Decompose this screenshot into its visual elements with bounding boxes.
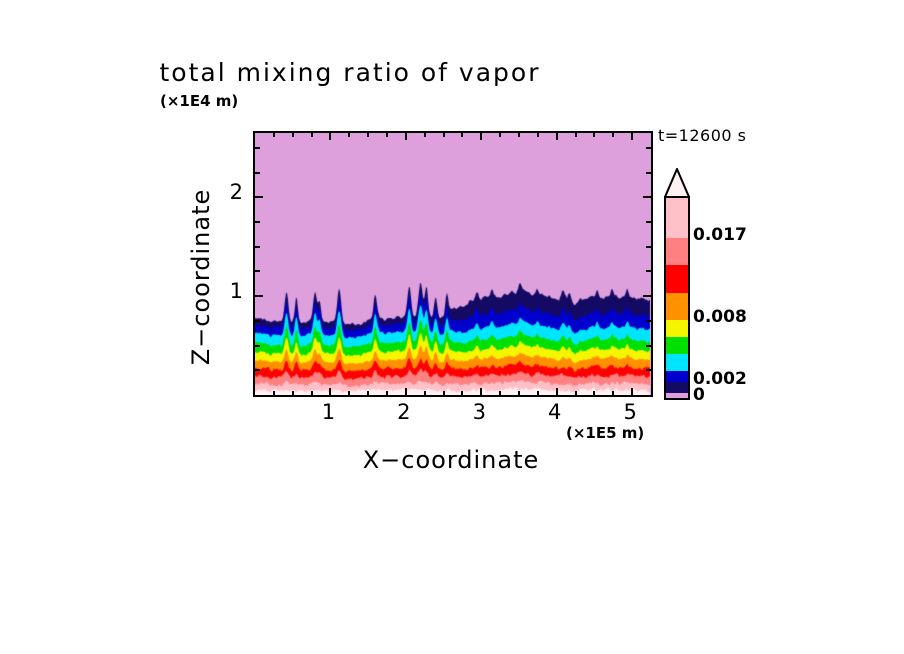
x-axis-tick [461,391,464,395]
y-axis-tick-right [646,171,651,174]
y-axis-tick [255,245,260,248]
y-axis-tick [255,369,260,372]
x-axis-tick [367,391,370,395]
colorbar-band [666,371,688,382]
y-axis-tick-right [643,295,651,298]
y-axis-tick [255,146,260,149]
y-tick-label: 1 [229,279,243,304]
colorbar-band [666,198,688,238]
x-axis-tick [386,391,388,395]
colorbar-tick-label: 0.008 [693,306,747,327]
x-axis-tick-top [480,133,483,140]
x-axis-tick-top [461,133,464,137]
y-axis-tick-right [646,220,651,223]
colorbar-band [666,337,688,355]
colorbar-band [666,392,688,398]
colorbar-band [666,293,688,320]
x-axis-tick [272,391,275,395]
y-axis-tick [255,270,260,273]
chart-title: total mixing ratio of vapor [159,58,541,87]
x-axis-tick [348,391,351,395]
x-axis-tick [404,388,407,395]
x-axis-tick-top [367,133,370,137]
colorbar-tick-label: 0.017 [693,224,747,245]
x-axis-tick [555,388,558,395]
y-axis-tick-right [646,146,651,149]
y-axis-tick-right [646,319,651,322]
x-tick-label: 3 [472,400,486,424]
y-axis-tick-right [646,344,651,347]
colorbar-band [666,237,688,266]
x-axis-tick-top [631,133,634,140]
x-axis-tick-top [612,133,615,137]
x-axis-tick-top [310,133,313,137]
x-axis-tick-top [291,133,294,137]
x-tick-label: 5 [623,400,637,424]
x-axis-tick-top [555,133,558,140]
x-axis-tick-top [386,133,388,137]
x-axis-tick [631,388,634,395]
x-axis-tick-top [593,133,596,137]
x-axis-tick [423,391,426,395]
colorbar-band [666,265,688,294]
x-axis-tick [612,391,615,395]
y-axis-tick [255,295,263,298]
x-axis-tick [593,391,596,395]
colorbar-tick-label: 0 [693,385,705,405]
y-axis-tick [255,220,260,223]
y-axis-unit-label: (×1E4 m) [160,92,239,110]
time-annotation: t=12600 s [658,126,747,145]
colorbar-band [666,319,688,337]
plot-area [253,131,653,397]
x-tick-label: 1 [321,400,336,424]
x-tick-label: 2 [397,400,411,424]
y-tick-label: 2 [229,180,243,205]
x-axis-tick [310,391,313,395]
x-axis-tick [499,391,502,395]
x-axis-tick-top [348,133,351,137]
y-axis-title: Z−coordinate [187,188,215,366]
x-axis-tick [518,391,520,395]
x-axis-tick-top [442,133,445,137]
y-axis-title-wrapper: Z−coordinate [186,152,216,402]
x-axis-tick-top [272,133,275,137]
y-axis-tick-right [643,196,651,199]
y-axis-tick [255,171,260,174]
x-axis-tick-top [423,133,426,137]
x-axis-tick [480,388,483,395]
y-axis-tick-right [646,270,651,273]
y-axis-tick-right [646,245,651,248]
x-axis-tick-top [329,133,332,140]
x-axis-tick-top [536,133,539,137]
y-axis-tick [255,344,260,347]
x-axis-tick-top [574,133,577,137]
y-axis-tick-right [646,369,651,372]
colorbar-overflow-arrow [664,168,690,198]
x-axis-unit-label: (×1E5 m) [566,424,645,442]
y-axis-tick [255,196,263,199]
x-axis-tick [574,391,577,395]
x-axis-tick [536,391,539,395]
x-axis-title: X−coordinate [362,446,540,474]
x-axis-tick-top [404,133,407,140]
x-axis-tick [329,388,332,395]
x-axis-tick [291,391,294,395]
colorbar-band [666,354,688,372]
x-axis-tick-top [518,133,520,137]
y-axis-tick [255,319,260,322]
colorbar [664,196,690,400]
colorbar-tick-label: 0.002 [693,368,747,389]
x-axis-tick [442,391,445,395]
colorbar-band [666,381,688,393]
x-tick-label: 4 [548,400,562,424]
x-axis-tick-top [499,133,502,137]
